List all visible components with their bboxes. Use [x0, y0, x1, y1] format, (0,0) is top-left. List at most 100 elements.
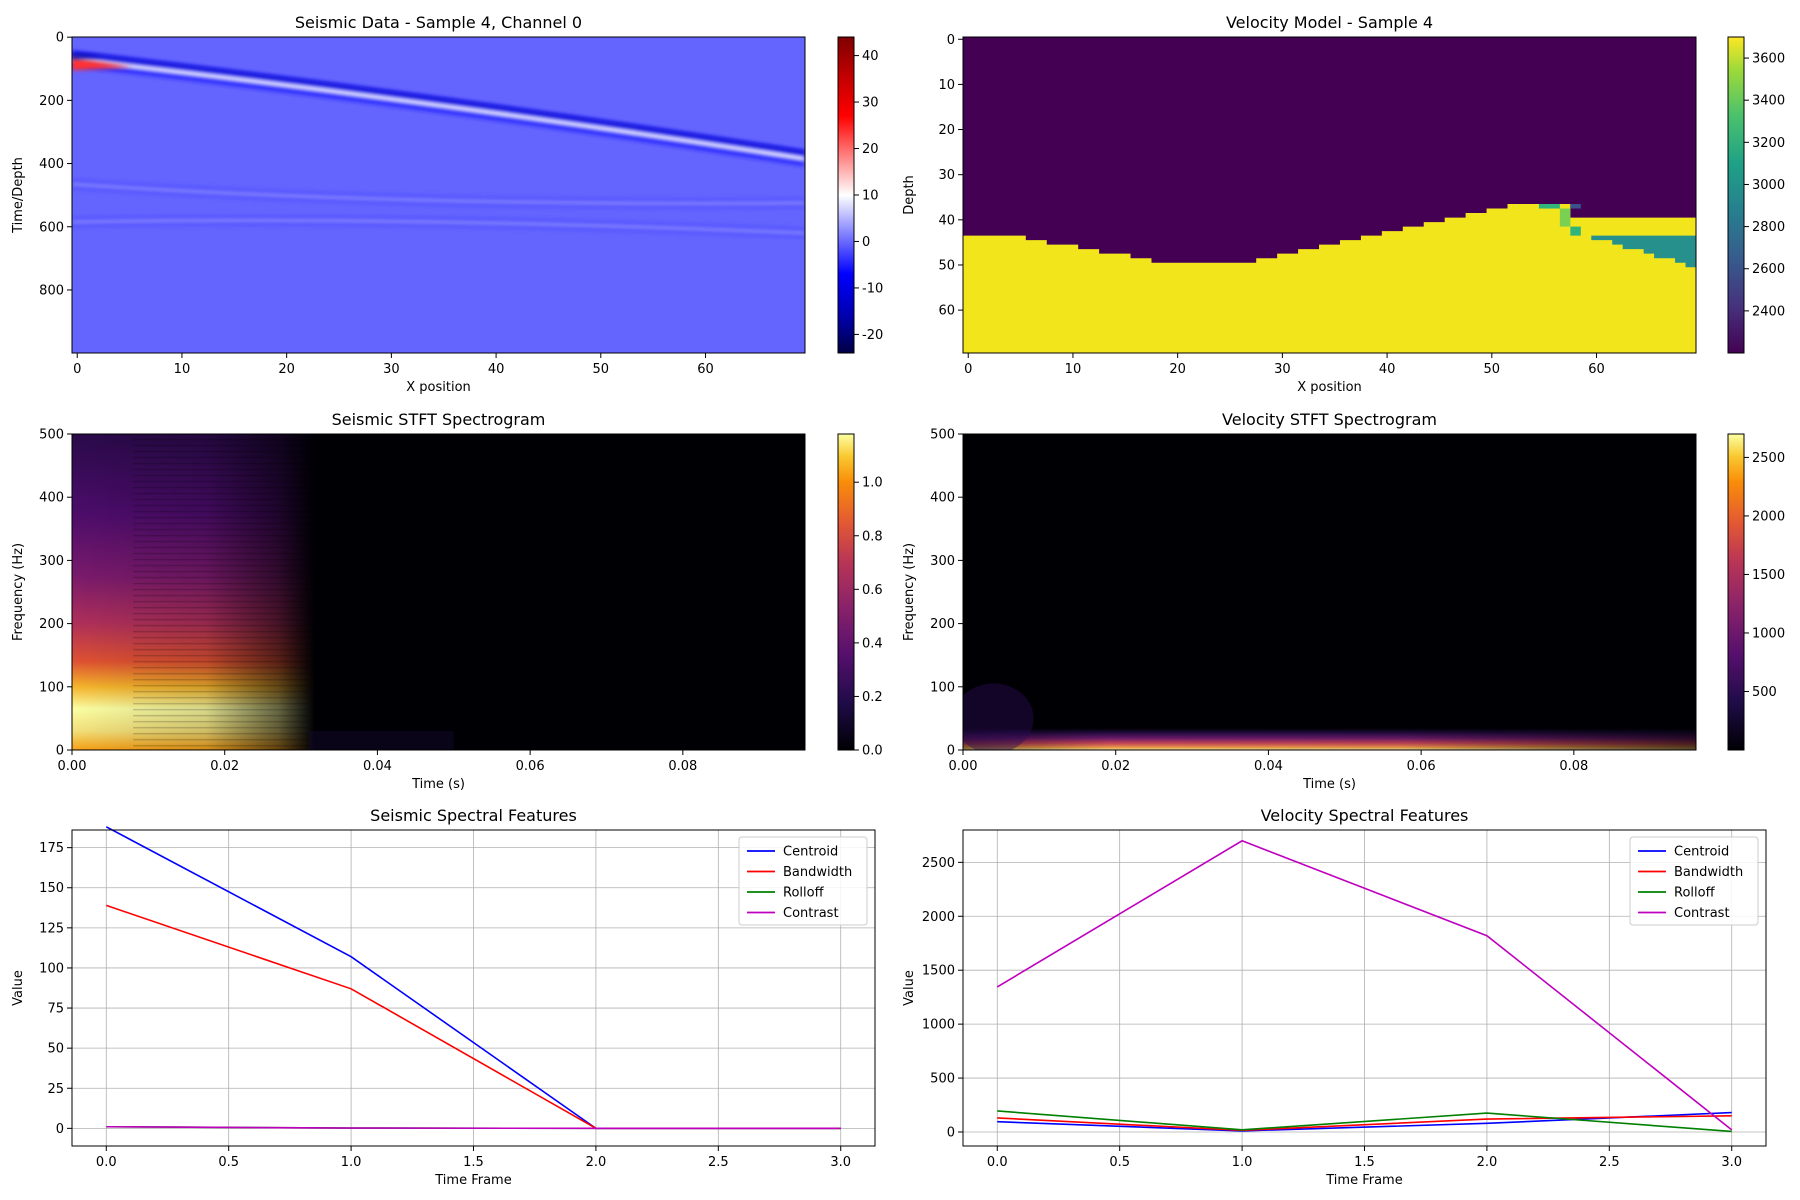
velocity-features-series-contrast: [996, 839, 1733, 1131]
seismic-features-legend: Centroid Bandwidth Rolloff Contrast: [738, 836, 868, 926]
seismic-stft-xtick-label: 0.08: [668, 759, 697, 774]
seismic-features-ytick-label: 75: [47, 1002, 64, 1017]
seismic-stft-xtick-label: 0.06: [516, 759, 545, 774]
velocity-model-ytick-label: 20: [938, 123, 955, 138]
seismic-stft-ytick-label: 500: [39, 428, 64, 443]
stft-background: [963, 434, 1696, 750]
seismic-stft-ytick-label: 300: [39, 554, 64, 569]
seismic-stft-colorbar-label: 1.0: [862, 476, 883, 491]
velocity-model-ytick-label: 10: [938, 78, 955, 93]
stft-band: [133, 468, 309, 471]
seismic-stft-colorbar-label: 0.4: [862, 636, 883, 651]
velocity-model-xtick-label: 50: [1484, 362, 1501, 377]
seismic-stft-title: Seismic STFT Spectrogram: [332, 410, 546, 429]
stft-band: [133, 486, 309, 489]
seismic-data-ytick-label: 0: [56, 31, 64, 46]
seismic-data-colorbar-label: 40: [862, 49, 879, 64]
velocity-stft-ylabel: Frequency (Hz): [902, 543, 917, 641]
seismic-features-ytick-label: 100: [39, 961, 64, 976]
velocity-stft-title: Velocity STFT Spectrogram: [1222, 410, 1437, 429]
seismic-data-xtick-label: 60: [697, 362, 714, 377]
stft-band: [133, 720, 309, 723]
stft-band: [133, 480, 309, 483]
velocity-model-xtick-label: 60: [1588, 362, 1605, 377]
seismic-features-axes: 0.0 0.5 1.0 1.5 2.0 2.5 3.0 0 25 50 75 100 125 150 175…: [11, 806, 876, 1188]
velocity-stft-colorbar-label: 2500: [1752, 451, 1785, 466]
seismic-features-series-contrast: [106, 1125, 841, 1130]
stft-band: [133, 558, 309, 561]
stft-band: [133, 438, 309, 441]
velocity-features-ytick-label: 500: [930, 1072, 955, 1087]
velocity-model-xlabel: X position: [1297, 380, 1362, 395]
stft-band: [133, 456, 309, 459]
seismic-data-xtick-label: 30: [383, 362, 400, 377]
velocity-fault-block: [1570, 235, 1696, 268]
stft-band: [133, 714, 309, 717]
stft-band: [133, 696, 309, 699]
seismic-data-xtick-label: 40: [488, 362, 505, 377]
velocity-stft-ytick-label: 300: [930, 554, 955, 569]
stft-band: [133, 726, 309, 729]
velocity-model-colorbar-label: 3600: [1752, 52, 1785, 67]
velocity-features-title: Velocity Spectral Features: [1261, 806, 1469, 825]
seismic-data-ylabel: Time/Depth: [11, 157, 26, 234]
seismic-features-xtick-label: 1.5: [463, 1155, 484, 1170]
stft-band: [133, 618, 309, 621]
stft-band: [133, 702, 309, 705]
velocity-model-ytick-label: 50: [938, 258, 955, 273]
velocity-stft-colorbar-label: 1500: [1752, 568, 1785, 583]
stft-band: [133, 444, 309, 447]
stft-band: [133, 546, 309, 549]
seismic-stft-energy: [72, 434, 315, 750]
seismic-features-ytick-label: 175: [39, 841, 64, 856]
velocity-features-xtick-label: 2.0: [1477, 1155, 1498, 1170]
seismic-data-xtick-label: 0: [73, 362, 81, 377]
stft-band: [133, 498, 309, 501]
stft-band: [133, 612, 309, 615]
velocity-stft-colorbar-label: 2000: [1752, 509, 1785, 524]
seismic-data-colorbar-label: -20: [862, 328, 883, 343]
seismic-data-colorbar-label: 20: [862, 142, 879, 157]
stft-band: [133, 666, 309, 669]
seismic-stft-frame: [71, 433, 806, 751]
velocity-stft-ytick-label: 400: [930, 491, 955, 506]
velocity-model-colorbar-label: 3400: [1752, 94, 1785, 109]
seismic-features-title: Seismic Spectral Features: [370, 806, 577, 825]
velocity-stft-xtick-label: 0.06: [1407, 759, 1436, 774]
stft-band: [133, 648, 309, 651]
velocity-edge: [1559, 208, 1571, 227]
stft-band: [133, 690, 309, 693]
seismic-data-xlabel: X position: [406, 380, 471, 395]
stft-band: [133, 462, 309, 465]
seismic-data-image: [72, 37, 805, 353]
direct-wave-core: [72, 56, 805, 162]
velocity-features-legend: Centroid Bandwidth Rolloff Contrast: [1629, 836, 1759, 926]
seismic-features-xtick-label: 2.0: [586, 1155, 607, 1170]
seismic-features-ylabel: Value: [11, 970, 26, 1006]
velocity-stft-ytick-label: 500: [930, 428, 955, 443]
seismic-data-xtick-label: 50: [593, 362, 610, 377]
stft-band: [133, 450, 309, 453]
velocity-stft-xtick-label: 0.00: [949, 759, 978, 774]
stft-band: [133, 492, 309, 495]
velocity-model-colorbar-label: 3000: [1752, 178, 1785, 193]
velocity-features-xtick-label: 1.5: [1354, 1155, 1375, 1170]
velocity-model-colorbar-ramp: [1727, 36, 1745, 354]
velocity-stft-image: [963, 434, 1696, 750]
seismic-features-xtick-label: 0.5: [218, 1155, 239, 1170]
seismic-features-ytick-label: 125: [39, 921, 64, 936]
velocity-model-xtick-label: 0: [964, 362, 972, 377]
velocity-features-xtick-label: 0.0: [987, 1155, 1008, 1170]
velocity-features-xtick-label: 3.0: [1721, 1155, 1742, 1170]
velocity-model-frame: [962, 36, 1697, 354]
velocity-features-series-bandwidth: [997, 1115, 1732, 1132]
velocity-model-title: Velocity Model - Sample 4: [1226, 13, 1433, 32]
seismic-stft-colorbar: 0.0 0.2 0.4 0.6 0.8 1.0: [837, 433, 883, 759]
seismic-features-xlabel: Time Frame: [434, 1173, 511, 1188]
stft-tail: [308, 731, 454, 750]
velocity-stft-frame: [962, 433, 1697, 751]
velocity-model-axes: 0 10 20 30 40 50 60 0 10 20 30 40 50 60 Velocity Model…: [902, 13, 1697, 395]
stft-glow: [963, 683, 1034, 750]
seismic-features-xtick-label: 3.0: [830, 1155, 851, 1170]
